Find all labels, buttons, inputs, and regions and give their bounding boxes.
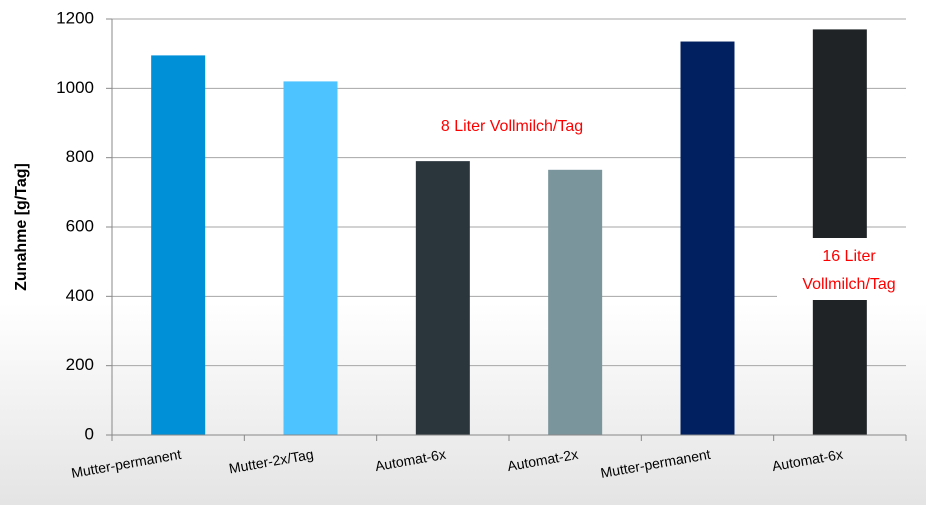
bar [548,169,603,436]
bar [283,81,338,436]
annotation: 8 Liter Vollmilch/Tag [441,118,583,135]
annotation: Vollmilch/Tag [802,276,895,293]
bar [151,55,206,436]
y-tick-label: 400 [66,286,94,305]
bar [680,41,735,436]
bar [812,29,867,436]
y-tick-label: 0 [85,424,94,443]
y-tick-label: 600 [66,216,94,235]
y-tick-label: 1200 [56,8,94,27]
y-axis-label: Zunahme [g/Tag] [13,163,30,291]
annotation-box [777,238,921,300]
bar [415,161,470,435]
y-tick-label: 800 [66,147,94,166]
annotation: 16 Liter [822,248,876,265]
y-tick-label: 200 [66,355,94,374]
y-tick-label: 1000 [56,78,94,97]
